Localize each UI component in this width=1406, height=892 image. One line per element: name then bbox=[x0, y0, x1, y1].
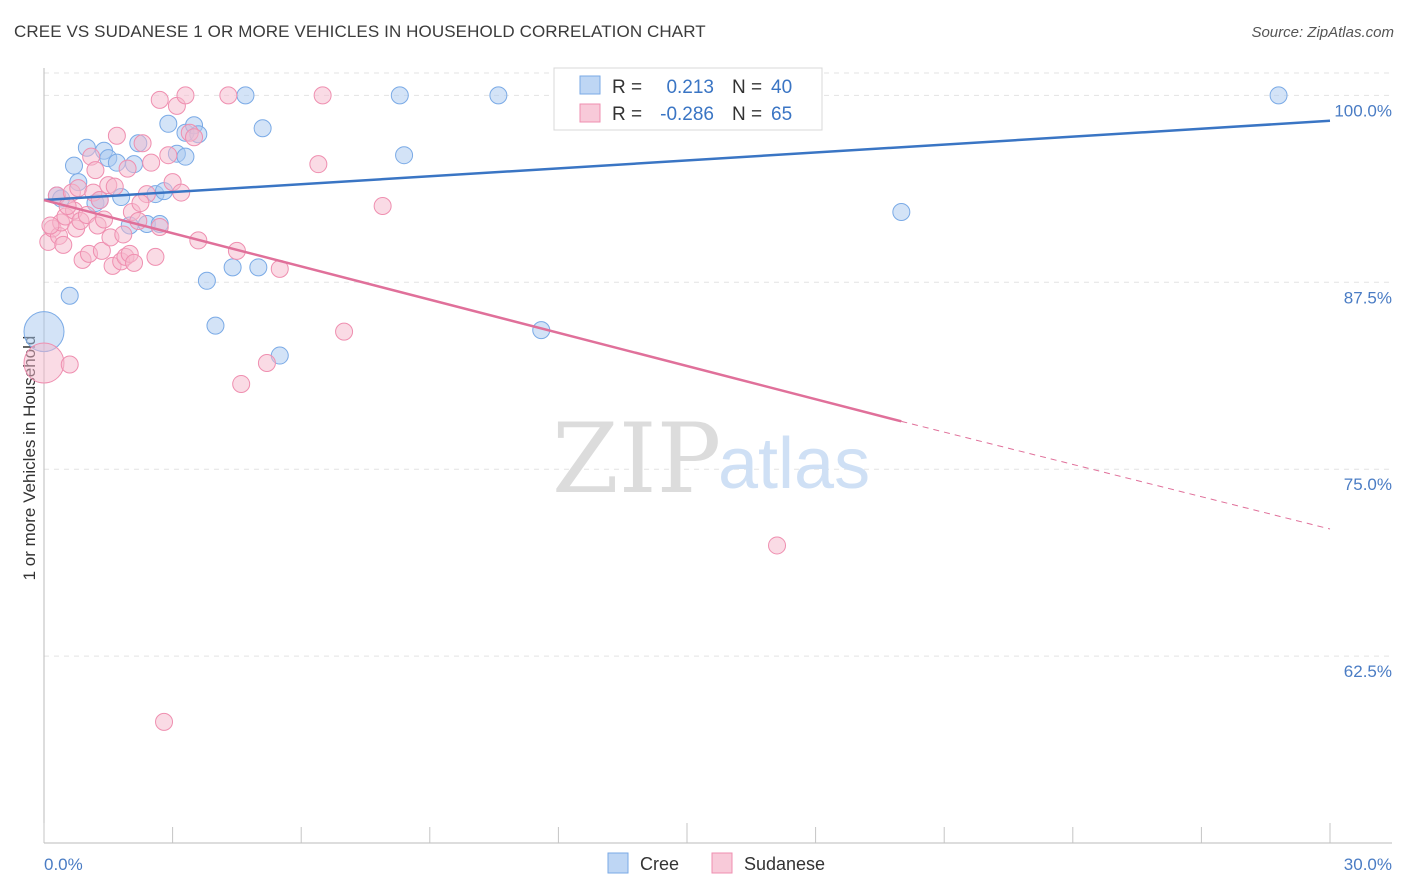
cree-point-27 bbox=[206, 316, 225, 335]
legend-box: R = 0.213 N = 40 R = -0.286 N = 65 bbox=[553, 67, 823, 131]
bottom-legend-sudanese: Sudanese bbox=[744, 854, 825, 874]
cree-point-28 bbox=[223, 258, 242, 277]
legend-n-label-sudanese: N = bbox=[732, 104, 762, 125]
legend-n-label-cree: N = bbox=[732, 77, 762, 98]
cree-point-23 bbox=[176, 147, 195, 166]
sudanese-point-59 bbox=[768, 536, 787, 555]
cree-point-3 bbox=[60, 286, 79, 305]
y-tick-labels: 62.5% 75.0% 87.5% 100.0% bbox=[1334, 101, 1392, 681]
sudanese-point-39 bbox=[146, 247, 165, 266]
sudanese-point-63 bbox=[131, 194, 150, 213]
legend-r-value-cree: 0.213 bbox=[666, 77, 714, 98]
bottom-legend: Cree Sudanese bbox=[607, 852, 825, 874]
cree-point-39 bbox=[1269, 86, 1288, 105]
bottom-legend-swatch-cree bbox=[607, 852, 629, 874]
sudanese-point-58 bbox=[373, 197, 392, 216]
cree-point-26 bbox=[197, 271, 216, 290]
sudanese-point-12 bbox=[69, 179, 88, 198]
sudanese-point-36 bbox=[133, 134, 152, 153]
cree-point-4 bbox=[65, 156, 84, 175]
trend-lines bbox=[43, 119, 1331, 530]
sudanese-point-27 bbox=[107, 126, 126, 145]
sudanese-point-62 bbox=[105, 177, 124, 196]
sudanese-point-46 bbox=[176, 86, 195, 105]
bottom-legend-swatch-sudanese bbox=[711, 852, 733, 874]
chart-title: CREE VS SUDANESE 1 OR MORE VEHICLES IN H… bbox=[14, 22, 706, 41]
y-tick-label-3: 100.0% bbox=[1334, 101, 1392, 120]
cree-point-31 bbox=[253, 119, 272, 138]
axes bbox=[43, 68, 1392, 844]
sudanese-point-60 bbox=[41, 216, 60, 235]
sudanese-point-40 bbox=[150, 217, 169, 236]
sudanese-point-41 bbox=[155, 712, 174, 731]
cree-point-29 bbox=[236, 86, 255, 105]
sudanese-point-38 bbox=[142, 153, 161, 172]
sudanese-point-0 bbox=[23, 342, 65, 384]
cree-point-38 bbox=[892, 203, 911, 222]
sudanese-point-8 bbox=[60, 355, 79, 374]
sudanese-point-55 bbox=[309, 155, 328, 174]
grid-lines bbox=[44, 72, 1392, 657]
sudanese-point-6 bbox=[54, 235, 73, 254]
sudanese-point-56 bbox=[313, 86, 332, 105]
watermark-zip: ZIP bbox=[552, 403, 721, 515]
chart-source: Source: ZipAtlas.com bbox=[1251, 24, 1394, 41]
legend-n-value-cree: 40 bbox=[771, 77, 792, 98]
cree-point-33 bbox=[390, 86, 409, 105]
y-tick-label-2: 87.5% bbox=[1344, 288, 1392, 307]
sudanese-point-42 bbox=[159, 146, 178, 165]
legend-r-label-cree: R = bbox=[612, 77, 642, 98]
sudanese-point-21 bbox=[90, 191, 109, 210]
cree-trend-line bbox=[43, 119, 1331, 202]
x-tick-label-max: 30.0% bbox=[1344, 855, 1392, 874]
sudanese-point-57 bbox=[335, 322, 354, 341]
legend-swatch-sudanese bbox=[579, 103, 601, 123]
sudanese-point-34 bbox=[125, 253, 144, 272]
cree-point-30 bbox=[249, 258, 268, 277]
y-tick-label-1: 75.0% bbox=[1344, 475, 1392, 494]
legend-swatch-cree bbox=[579, 75, 601, 95]
sudanese-point-19 bbox=[86, 161, 105, 180]
sudanese-point-52 bbox=[232, 374, 251, 393]
y-tick-label-0: 62.5% bbox=[1344, 662, 1392, 681]
sudanese-point-50 bbox=[219, 86, 238, 105]
sudanese-trend-extension bbox=[901, 420, 1331, 530]
sudanese-point-31 bbox=[118, 159, 137, 178]
sudanese-point-47 bbox=[150, 90, 169, 109]
bottom-legend-cree: Cree bbox=[640, 854, 679, 874]
cree-point-35 bbox=[489, 86, 508, 105]
cree-point-34 bbox=[395, 146, 414, 165]
watermark-atlas: atlas bbox=[718, 424, 870, 504]
x-tick-label-min: 0.0% bbox=[44, 855, 83, 874]
sudanese-point-64 bbox=[185, 128, 204, 147]
cree-point-20 bbox=[159, 114, 178, 133]
sudanese-point-22 bbox=[92, 241, 111, 260]
legend-n-value-sudanese: 65 bbox=[771, 104, 792, 125]
legend-r-label-sudanese: R = bbox=[612, 104, 642, 125]
sudanese-point-53 bbox=[257, 354, 276, 373]
sudanese-point-29 bbox=[114, 225, 133, 244]
sudanese-trend-line bbox=[43, 198, 902, 423]
legend-r-value-sudanese: -0.286 bbox=[660, 104, 714, 125]
